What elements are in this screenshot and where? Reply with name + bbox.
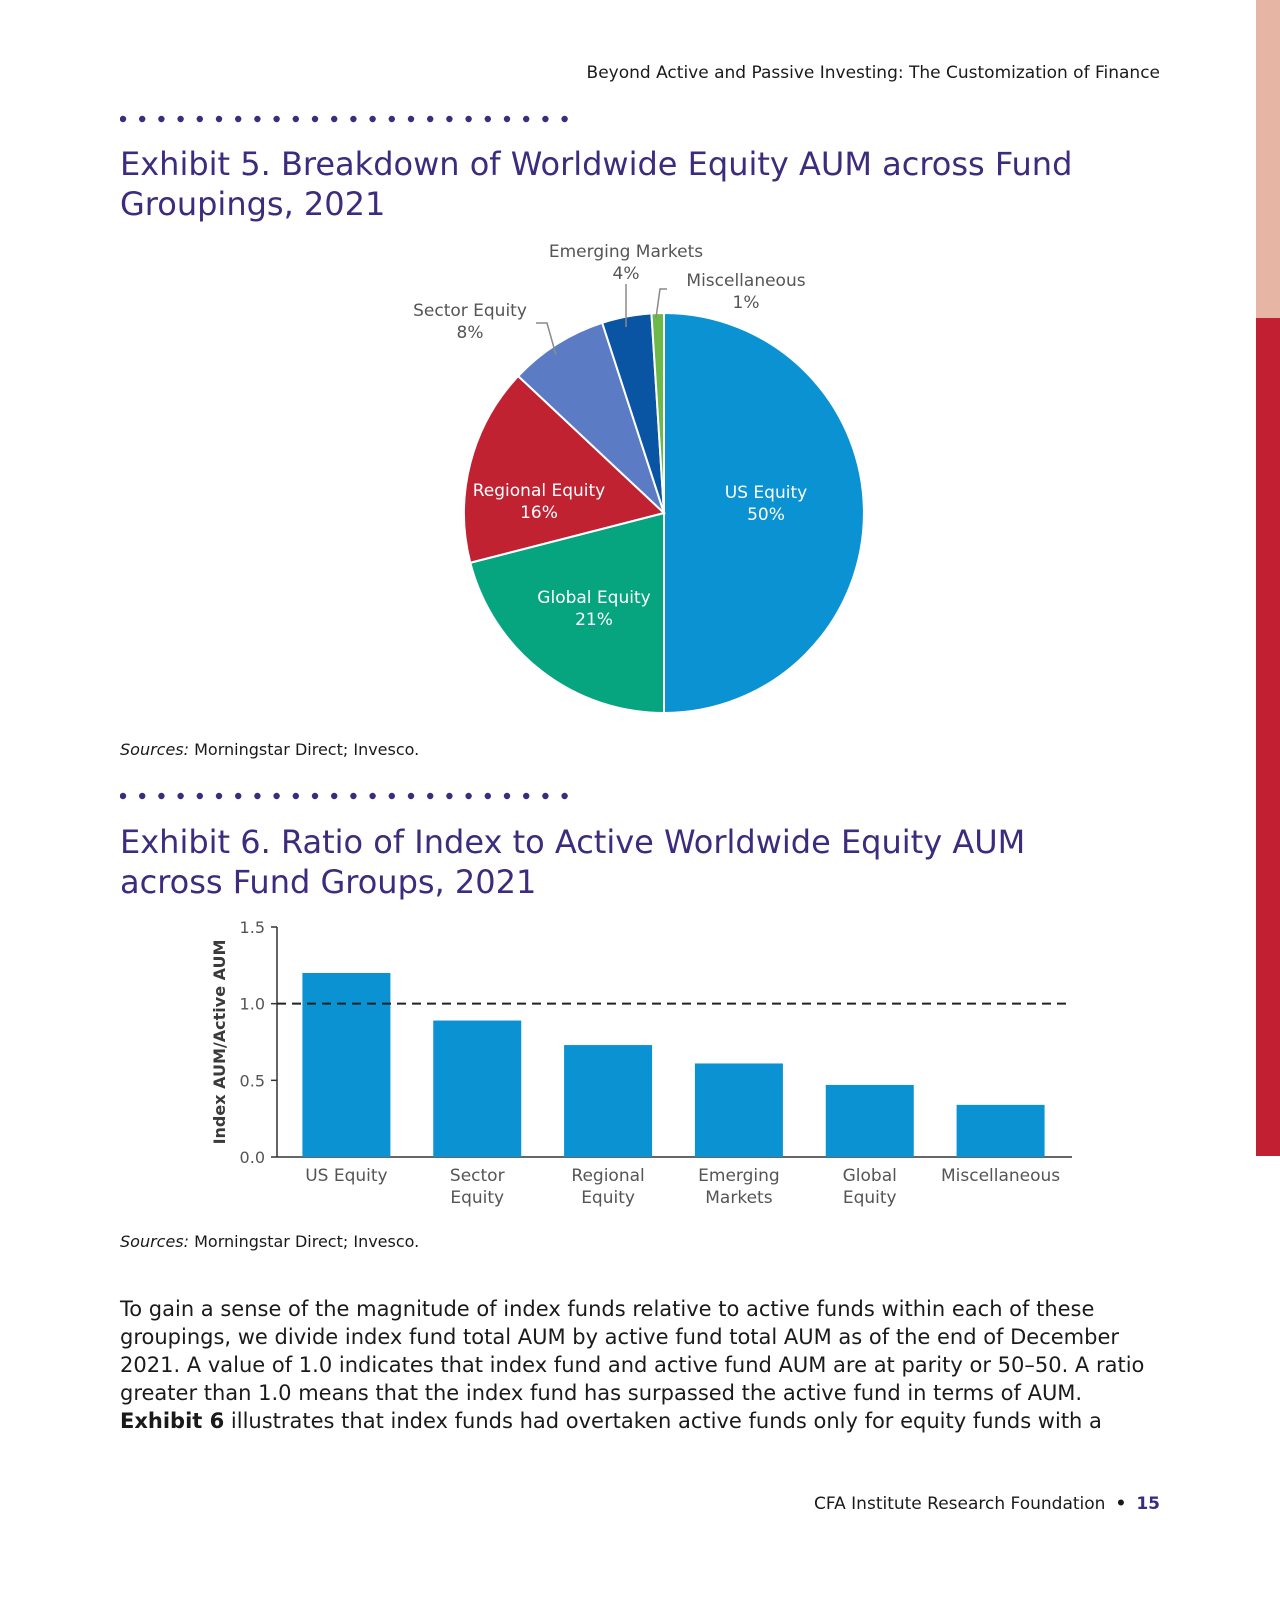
divider-dot [542,792,549,800]
pie-label-sector-equity: Sector Equity 8% [413,301,527,343]
divider-dot [523,115,530,123]
divider-dot [446,792,453,800]
divider-dot [196,792,203,800]
divider-dot [465,115,472,123]
divider-dot [273,792,280,800]
divider-dot [177,115,184,123]
exhibit5-title: Exhibit 5. Breakdown of Worldwide Equity… [120,145,1073,223]
divider-dot [196,115,203,123]
divider-dot [388,115,395,123]
divider-dot [503,792,511,800]
pie-slice-regional-equity [463,374,667,564]
x-tick-label: Regional Equity [571,1166,644,1208]
divider-dot [369,115,376,123]
divider-dot [311,792,319,800]
bar-regional-equity [564,1045,653,1157]
divider-dot [350,115,357,123]
side-accent-red [1256,318,1280,1156]
bar-global-equity [825,1084,914,1157]
pie-label-global-equity: Global Equity 21% [537,588,650,630]
side-accent-light [1256,0,1280,318]
divider-dot [177,792,184,800]
body-paragraph: To gain a sense of the magnitude of inde… [120,1297,1145,1433]
divider-dot [292,115,299,123]
divider-dot [503,115,511,123]
divider-dot [235,115,242,123]
leader-line [536,322,557,356]
running-header: Beyond Active and Passive Investing: The… [586,63,1160,83]
x-tick-label: US Equity [305,1166,387,1186]
leader-line [655,288,667,319]
y-tick-label: 0.5 [240,1071,265,1090]
divider-dot [139,115,146,123]
pie-slice-global-equity [469,511,665,715]
divider-dot [561,792,568,800]
divider-dot [427,792,434,800]
divider-dot [311,115,319,123]
pie-label-regional-equity: Regional Equity 16% [473,481,606,523]
divider-dot [158,115,165,123]
divider-dot [542,115,549,123]
x-tick-label: Emerging Markets [698,1166,780,1208]
divider-dot [215,115,223,123]
divider-dot [407,115,415,123]
divider-dot [139,792,146,800]
dotted-divider [120,113,580,125]
divider-dot [484,792,491,800]
divider-dot [292,792,299,800]
y-axis-label: Index AUM/Active AUM [210,940,229,1145]
pie-label-emerging-markets: Emerging Markets 4% [549,242,703,284]
dotted-divider [120,790,580,802]
divider-dot [446,115,453,123]
pie-slice-miscellaneous [650,311,665,514]
y-tick-label: 1.0 [240,995,265,1014]
divider-dot [273,115,280,123]
divider-dot [350,792,357,800]
divider-dot [465,792,472,800]
y-tick-label: 0.0 [240,1148,265,1167]
pie-slice-sector-equity [516,321,665,514]
x-tick-label: Miscellaneous [941,1166,1060,1186]
divider-dot [158,792,165,800]
divider-dot [331,115,338,123]
pie-slice-us-equity [663,311,865,715]
exhibit6-title: Exhibit 6. Ratio of Index to Active Worl… [120,823,1026,901]
y-tick-label: 1.5 [240,918,265,937]
divider-dot [523,792,530,800]
bar-sector-equity [433,1020,522,1157]
divider-dot [427,115,434,123]
footer-org: CFA Institute Research Foundation [814,1494,1106,1514]
divider-dot [254,115,261,123]
x-tick-label: Global Equity [843,1166,897,1208]
x-tick-label: Sector Equity [450,1166,505,1208]
exhibit5-sources: Sources: Morningstar Direct; Invesco. [120,740,420,759]
footer-bullet: • [1115,1494,1127,1514]
divider-dot [561,115,568,123]
bar-us-equity [302,973,391,1157]
bar-miscellaneous [956,1104,1045,1157]
page-footer: CFA Institute Research Foundation • 15 [700,1494,1160,1514]
pie-chart: US Equity 50% Global Equity 21% Regional Equ… [413,242,865,715]
bar-chart: 0.0 0.5 1.0 1.5 Index AUM/Active AUM US Equit… [210,918,1072,1208]
divider-dot [484,115,491,123]
divider-dot [407,792,415,800]
page-number: 15 [1136,1494,1160,1514]
divider-dot [235,792,242,800]
bar-emerging-markets [694,1063,783,1157]
divider-dot [120,792,127,800]
pie-label-miscellaneous: Miscellaneous 1% [686,271,805,313]
divider-dot [331,792,338,800]
divider-dot [215,792,223,800]
divider-dot [120,115,127,123]
divider-dot [254,792,261,800]
pie-label-us-equity: US Equity 50% [725,483,807,525]
divider-dot [369,792,376,800]
exhibit6-sources: Sources: Morningstar Direct; Invesco. [120,1232,420,1251]
divider-dot [388,792,395,800]
